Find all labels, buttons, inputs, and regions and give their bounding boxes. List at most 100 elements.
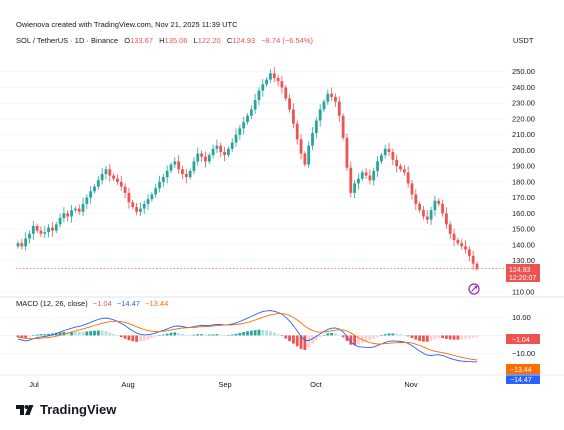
macd-hist-bar (353, 335, 356, 346)
macd-hist-bar (158, 335, 161, 336)
candle (402, 165, 406, 176)
candle (127, 187, 131, 209)
macd-hist-bar (127, 335, 131, 341)
candle-body (284, 87, 288, 99)
candle (395, 154, 399, 173)
price-tick-label: 160.00 (512, 209, 535, 218)
candle (418, 201, 422, 213)
macd-hist-bar (20, 335, 24, 338)
candle-body (295, 123, 299, 140)
low-value: 122.20 (198, 36, 221, 45)
macd-hist-bar (445, 335, 448, 339)
candle-body (257, 90, 261, 101)
macd-hist-bar (337, 334, 341, 336)
macd-hist-bar (200, 334, 203, 336)
price-tick-label: 200.00 (512, 146, 535, 155)
macd-hist-bar (357, 335, 360, 345)
candle (368, 169, 372, 185)
time-axis[interactable]: Jul Aug Sep Oct Nov (29, 380, 418, 389)
candle-body (414, 194, 418, 204)
candle (66, 210, 70, 222)
high-value: 135.06 (165, 36, 188, 45)
candle-body (330, 93, 334, 97)
candle-body (314, 120, 318, 134)
macd-hist-bar (284, 335, 288, 339)
candle (445, 207, 448, 229)
close-label: C (227, 36, 233, 45)
candle (376, 156, 379, 177)
macd-hist-bar (131, 335, 135, 342)
macd-hist-bar (311, 335, 314, 344)
macd-hist-bar (234, 333, 238, 336)
macd-hist-bar (81, 331, 85, 336)
macd-legend[interactable]: MACD (12, 26, close) −1.04 −14.47 −13.44 (16, 299, 168, 308)
macd-hist-bar (77, 331, 81, 336)
candle (62, 207, 66, 223)
candle (272, 67, 276, 83)
macd-line-badge: −14.47 (506, 374, 540, 384)
candle (318, 104, 322, 127)
price-tick-label: 180.00 (512, 177, 535, 186)
macd-hist-bar (116, 335, 119, 336)
candle-body (230, 142, 234, 149)
macd-hist-bar (246, 331, 249, 336)
logo-mark-t (16, 404, 24, 415)
candle-body (204, 156, 207, 162)
replay-icon[interactable] (468, 283, 480, 295)
candle (24, 232, 28, 251)
candle (391, 148, 395, 166)
replay-icon-glyph (471, 286, 477, 292)
candle (16, 240, 20, 249)
time-tick-label: Oct (310, 380, 323, 389)
macd-hist-bar (188, 335, 192, 336)
candle (357, 173, 360, 190)
macd-hist-bar (196, 334, 200, 336)
macd-hist-bar (24, 335, 28, 338)
candle-body (142, 203, 146, 209)
symbol-legend[interactable]: SOL / TetherUS · 1D · Binance O133.67 H1… (16, 36, 313, 45)
candle (47, 224, 50, 238)
candle-body (471, 255, 475, 264)
candle-body (288, 98, 291, 110)
candle (341, 113, 345, 141)
macd-legend-hist: −1.04 (93, 299, 112, 308)
macd-hist-bar (238, 332, 242, 336)
candle (131, 199, 135, 210)
candle (429, 206, 433, 225)
candle (471, 250, 475, 270)
candle (150, 192, 154, 202)
candle-body (376, 161, 379, 171)
candle (464, 240, 467, 254)
candle (330, 87, 334, 102)
tradingview-logo[interactable]: TradingView (16, 402, 116, 417)
candle (422, 205, 425, 220)
macd-line-badge-value: −14.47 (510, 377, 532, 384)
macd-hist-bar (292, 335, 295, 344)
macd-legend-signal: −13.44 (145, 299, 168, 308)
candle-body (425, 216, 429, 220)
macd-legend-macd: −14.47 (117, 299, 140, 308)
candle (269, 69, 272, 83)
candle (238, 125, 242, 140)
candle (77, 204, 81, 216)
macd-hist-bar (184, 334, 188, 336)
candle-body (311, 133, 314, 146)
candle-body (337, 101, 341, 116)
open-label: O (124, 36, 130, 45)
candle-body (211, 148, 215, 156)
candle (215, 139, 219, 154)
candle (204, 151, 207, 168)
macd-hist-bar (391, 333, 395, 336)
candle (96, 176, 100, 190)
macd-hist-bar (54, 332, 58, 336)
macd-axis[interactable]: 10.00 −10.00 (512, 313, 535, 358)
macd-hist-bar (211, 334, 215, 336)
candle-body (475, 263, 479, 269)
candle-body (16, 243, 20, 247)
candle (265, 77, 269, 87)
price-tick-label: 150.00 (512, 225, 535, 234)
price-tick-label: 220.00 (512, 114, 535, 123)
price-tick-label: 170.00 (512, 193, 535, 202)
candle (35, 223, 39, 233)
price-axis[interactable]: 250.00 240.00 230.00 220.00 210.00 200.00 190.… (512, 67, 535, 296)
